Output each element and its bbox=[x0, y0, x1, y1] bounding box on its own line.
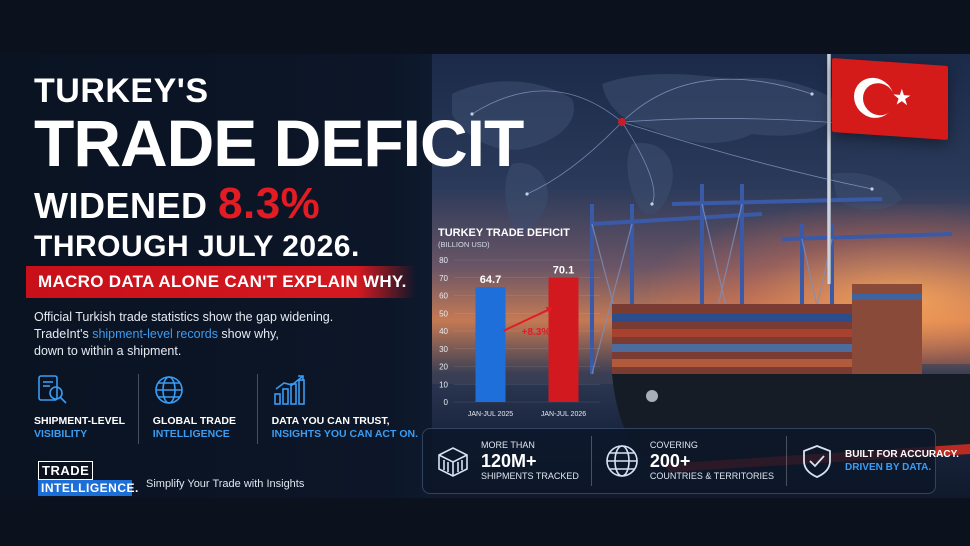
tagline: Simplify Your Trade with Insights bbox=[146, 478, 305, 490]
container-icon bbox=[438, 447, 468, 477]
stat-3-line2: DRIVEN BY DATA. bbox=[845, 462, 932, 473]
body-line2-prefix: TradeInt's bbox=[34, 327, 93, 341]
feature-trusted-data: DATA YOU CAN TRUST, INSIGHTS YOU CAN ACT… bbox=[256, 374, 424, 444]
y-tick-label: 80 bbox=[439, 256, 448, 265]
globe-icon bbox=[154, 376, 183, 404]
headline-line3-prefix: WIDENED bbox=[34, 185, 218, 226]
feature-2-line2: INTELLIGENCE bbox=[152, 428, 230, 440]
headline-line2: TRADE DEFICIT bbox=[34, 106, 524, 180]
headline-line4: THROUGH JULY 2026. bbox=[34, 230, 360, 263]
body-line3: down to within a shipment. bbox=[34, 344, 182, 358]
feature-list: SHIPMENT-LEVEL VISIBILITY GLOBAL TRADE I… bbox=[34, 374, 424, 444]
stat-shipments: MORE THAN 120M+ SHIPMENTS TRACKED bbox=[423, 436, 591, 486]
y-tick-label: 60 bbox=[439, 292, 448, 301]
logo-bottom: INTELLIGENCE. bbox=[38, 480, 138, 496]
stat-countries: COVERING 200+ COUNTRIES & TERRITORIES bbox=[590, 436, 786, 486]
bar bbox=[475, 287, 506, 402]
body-line2: TradeInt's shipment-level records show w… bbox=[34, 326, 404, 343]
trade-intelligence-logo: TRADE INTELLIGENCE. bbox=[38, 461, 138, 496]
bar-value-label: 64.7 bbox=[480, 274, 501, 286]
headline-line3: WIDENED 8.3% bbox=[34, 182, 434, 226]
y-tick-label: 10 bbox=[439, 380, 448, 389]
shipment-records-link[interactable]: shipment-level records bbox=[92, 327, 218, 341]
stat-2-prefix: COVERING bbox=[649, 440, 698, 450]
feature-3-line1: DATA YOU CAN TRUST, bbox=[271, 415, 390, 427]
feature-3-line2: INSIGHTS YOU CAN ACT ON. bbox=[271, 428, 418, 440]
stat-accuracy: BUILT FOR ACCURACY. DRIVEN BY DATA. bbox=[786, 436, 970, 486]
logo-top: TRADE bbox=[38, 461, 94, 480]
letterbox-top bbox=[0, 0, 970, 54]
flagpole bbox=[827, 54, 831, 284]
stat-1-label: SHIPMENTS TRACKED bbox=[481, 471, 579, 481]
headline-line1: TURKEY'S bbox=[34, 72, 209, 110]
infographic: ★ TURKEY'S TRADE DEFICIT WIDENED 8.3% TH… bbox=[0, 54, 970, 498]
y-tick-label: 50 bbox=[439, 309, 448, 318]
stat-3-line1: BUILT FOR ACCURACY. bbox=[845, 449, 959, 460]
red-banner: MACRO DATA ALONE CAN'T EXPLAIN WHY. bbox=[26, 266, 416, 298]
body-line1: Official Turkish trade statistics show t… bbox=[34, 310, 334, 324]
stats-bar: MORE THAN 120M+ SHIPMENTS TRACKED COVERI… bbox=[422, 428, 959, 494]
x-tick-label: JAN-JUL 2026 bbox=[541, 411, 586, 418]
shield-check-icon bbox=[803, 445, 831, 478]
annotation-arrowhead bbox=[545, 306, 553, 314]
letterbox-bottom bbox=[0, 498, 970, 546]
feature-1-line2: VISIBILITY bbox=[34, 428, 88, 440]
trade-deficit-chart: TURKEY TRADE DEFICIT (BILLION USD) 0 10 20… bbox=[432, 222, 606, 418]
feature-2-line1: GLOBAL TRADE bbox=[152, 415, 237, 427]
x-tick-label: JAN-JUL 2025 bbox=[468, 411, 513, 418]
bar bbox=[548, 277, 579, 402]
stat-2-value: 200+ bbox=[649, 451, 691, 471]
body-line2-suffix: show why, bbox=[217, 327, 279, 341]
world-map-graphic bbox=[452, 74, 902, 232]
stat-1-value: 120M+ bbox=[481, 451, 537, 471]
document-search-icon bbox=[38, 375, 67, 404]
body-copy: Official Turkish trade statistics show t… bbox=[34, 309, 404, 360]
stat-2-label: COUNTRIES & TERRITORIES bbox=[649, 471, 775, 481]
stat-1-prefix: MORE THAN bbox=[481, 440, 535, 450]
globe-icon bbox=[606, 445, 638, 477]
y-tick-label: 0 bbox=[444, 398, 449, 407]
y-tick-label: 30 bbox=[439, 345, 448, 354]
feature-shipment-visibility: SHIPMENT-LEVEL VISIBILITY bbox=[34, 374, 138, 444]
headline: TURKEY'S TRADE DEFICIT WIDENED 8.3% THRO… bbox=[34, 72, 524, 263]
y-tick-label: 40 bbox=[439, 327, 448, 336]
chart-title: TURKEY TRADE DEFICIT bbox=[438, 227, 570, 239]
headline-percent: 8.3% bbox=[218, 179, 321, 228]
banner-text: MACRO DATA ALONE CAN'T EXPLAIN WHY. bbox=[38, 272, 407, 291]
y-tick-label: 70 bbox=[439, 274, 448, 283]
bar-value-label: 70.1 bbox=[553, 265, 574, 277]
chart-plot: 0 10 20 30 40 50 60 70 80 64.7 JAN-JUL 2025 70.1 JAN… bbox=[439, 256, 600, 418]
bar-growth-icon bbox=[273, 375, 305, 405]
annotation-label: +8.3% bbox=[522, 327, 551, 338]
feature-1-line1: SHIPMENT-LEVEL bbox=[34, 415, 126, 427]
turkish-flag-icon: ★ bbox=[832, 57, 948, 141]
chart-unit-label: (BILLION USD) bbox=[438, 240, 490, 249]
feature-global-intelligence: GLOBAL TRADE INTELLIGENCE bbox=[137, 374, 257, 444]
annotation-arrow bbox=[503, 306, 553, 332]
y-tick-label: 20 bbox=[439, 363, 448, 372]
